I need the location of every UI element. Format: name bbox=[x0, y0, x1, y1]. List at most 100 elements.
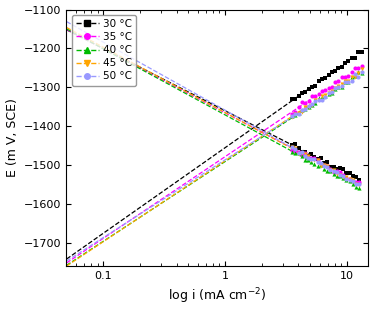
Point bbox=[325, 91, 331, 96]
Point bbox=[296, 112, 302, 117]
Point bbox=[312, 156, 318, 161]
Point bbox=[312, 100, 318, 105]
Point bbox=[359, 67, 365, 72]
Point bbox=[309, 103, 315, 108]
Point bbox=[340, 173, 346, 178]
Point bbox=[352, 56, 358, 61]
Point bbox=[331, 171, 337, 176]
Point bbox=[355, 70, 361, 75]
Point bbox=[343, 175, 349, 180]
Point bbox=[305, 154, 311, 158]
Point bbox=[359, 64, 365, 69]
Point bbox=[352, 65, 358, 70]
Point bbox=[308, 157, 314, 162]
Point bbox=[325, 73, 331, 78]
Point bbox=[332, 80, 338, 85]
Point bbox=[324, 163, 330, 168]
Point bbox=[342, 74, 348, 79]
Point bbox=[306, 105, 312, 110]
Point bbox=[339, 85, 345, 90]
Point bbox=[339, 75, 345, 80]
Point bbox=[331, 170, 337, 175]
Point bbox=[292, 147, 298, 152]
Point bbox=[340, 167, 346, 172]
Point bbox=[289, 145, 295, 150]
Point bbox=[337, 174, 343, 179]
Point bbox=[292, 112, 298, 117]
Point bbox=[331, 168, 337, 173]
Legend: 30 °C, 35 °C, 40 °C, 45 °C, 50 °C: 30 °C, 35 °C, 40 °C, 45 °C, 50 °C bbox=[72, 15, 136, 85]
Point bbox=[299, 150, 305, 155]
Point bbox=[289, 113, 295, 118]
Point bbox=[289, 144, 295, 149]
Point bbox=[321, 163, 327, 168]
Point bbox=[347, 177, 353, 182]
Point bbox=[312, 93, 318, 98]
Point bbox=[355, 65, 361, 70]
Point bbox=[335, 85, 341, 90]
Point bbox=[334, 171, 340, 176]
Point bbox=[306, 104, 312, 109]
Point bbox=[345, 58, 351, 63]
Point bbox=[337, 172, 343, 177]
Point bbox=[319, 89, 325, 94]
Point bbox=[325, 90, 331, 95]
Point bbox=[316, 91, 322, 96]
Point bbox=[347, 176, 353, 181]
Point bbox=[312, 84, 318, 89]
Point bbox=[289, 96, 295, 101]
Point bbox=[335, 83, 341, 88]
Point bbox=[329, 89, 335, 94]
Point bbox=[359, 70, 365, 75]
Point bbox=[343, 171, 349, 176]
Point bbox=[356, 186, 362, 191]
Point bbox=[312, 154, 318, 159]
Point bbox=[316, 95, 322, 100]
Point bbox=[328, 169, 334, 174]
Point bbox=[302, 151, 308, 156]
Point bbox=[335, 78, 341, 83]
Point bbox=[324, 169, 330, 174]
Point bbox=[302, 105, 308, 110]
Point bbox=[337, 165, 343, 170]
Point bbox=[322, 87, 328, 92]
Point bbox=[342, 80, 348, 85]
Point bbox=[343, 175, 349, 180]
Point bbox=[328, 167, 334, 172]
Point bbox=[335, 66, 341, 71]
Point bbox=[339, 82, 345, 87]
Point bbox=[315, 158, 321, 163]
Point bbox=[349, 69, 355, 74]
Point bbox=[289, 115, 295, 119]
Point bbox=[334, 173, 340, 178]
Point bbox=[332, 86, 338, 91]
Point bbox=[292, 142, 298, 147]
Point bbox=[321, 162, 327, 167]
Point bbox=[352, 72, 358, 77]
Point bbox=[337, 170, 343, 175]
Point bbox=[305, 154, 311, 159]
Point bbox=[289, 111, 295, 116]
Point bbox=[289, 114, 295, 119]
Point bbox=[319, 93, 325, 98]
Point bbox=[295, 151, 301, 156]
Point bbox=[306, 105, 312, 110]
Point bbox=[319, 76, 325, 81]
Point bbox=[308, 151, 314, 156]
Point bbox=[340, 174, 346, 179]
Point bbox=[316, 97, 322, 102]
Point bbox=[312, 158, 318, 163]
Point bbox=[299, 152, 305, 157]
Point bbox=[292, 150, 298, 155]
Point bbox=[299, 149, 305, 154]
Point bbox=[345, 78, 351, 83]
Y-axis label: E (m V, SCE): E (m V, SCE) bbox=[6, 99, 19, 178]
Point bbox=[299, 153, 305, 158]
Point bbox=[328, 168, 334, 173]
Point bbox=[308, 156, 314, 161]
Point bbox=[315, 163, 321, 168]
Point bbox=[325, 92, 331, 97]
Point bbox=[331, 169, 337, 174]
Point bbox=[339, 65, 345, 70]
Point bbox=[289, 147, 295, 152]
